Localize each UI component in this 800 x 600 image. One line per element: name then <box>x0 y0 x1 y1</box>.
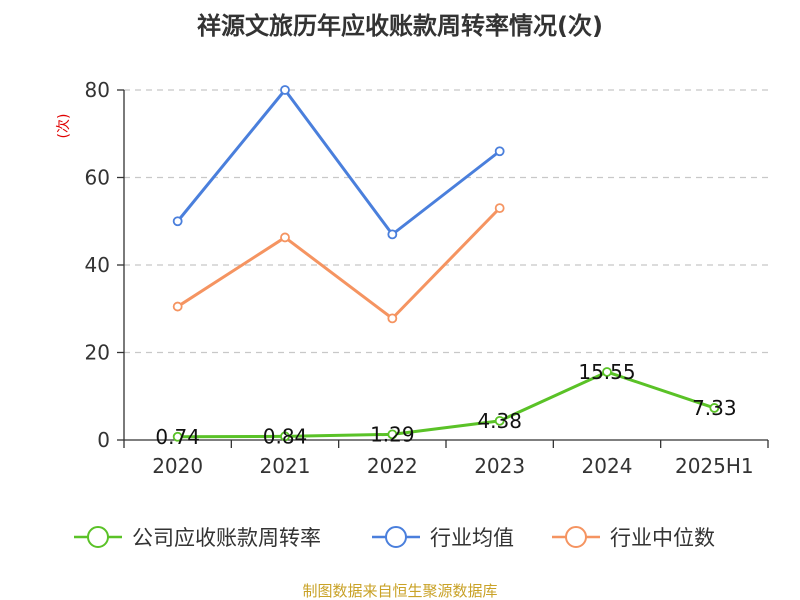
legend-marker <box>87 526 109 548</box>
data-label: 1.29 <box>370 422 415 446</box>
y-tick-label: 0 <box>97 428 110 452</box>
series-lines <box>172 85 720 442</box>
source-note: 制图数据来自恒生聚源数据库 <box>302 582 497 600</box>
legend-marker <box>385 526 407 548</box>
x-tick-label: 2021 <box>260 454 311 478</box>
data-point <box>172 431 183 442</box>
series-line <box>176 207 501 320</box>
data-point <box>602 367 612 377</box>
legend-label: 公司应收账款周转率 <box>132 526 321 550</box>
legend-label: 行业均值 <box>430 526 514 550</box>
data-point <box>280 85 290 95</box>
chart-title: 祥源文旅历年应收账款周转率情况(次) <box>197 12 603 40</box>
x-tick-label: 2020 <box>152 454 203 478</box>
data-point <box>494 203 505 214</box>
x-tick-label: 2024 <box>582 454 633 478</box>
x-tick-label: 2022 <box>367 454 418 478</box>
y-tick-label: 40 <box>85 253 110 277</box>
legend: 公司应收账款周转率 行业均值 行业中位数 <box>74 526 715 550</box>
data-point <box>387 229 398 240</box>
series-line <box>177 370 715 439</box>
y-axis-label: (次) <box>56 114 72 139</box>
gridlines <box>124 89 768 354</box>
data-point <box>172 301 183 312</box>
data-point <box>494 146 505 157</box>
data-point <box>709 403 720 413</box>
axes: 0 20 40 60 80 2020 2021 2022 2023 2024 2025H1 <box>85 78 769 478</box>
series-line <box>176 88 501 236</box>
legend-marker <box>565 526 587 548</box>
data-label: 0.74 <box>155 425 200 449</box>
data-label: 0.84 <box>263 424 308 448</box>
y-tick-label: 80 <box>85 78 110 102</box>
x-tick-label: 2023 <box>474 454 525 478</box>
data-label: 15.55 <box>578 360 635 384</box>
x-tick-label: 2025H1 <box>675 454 754 478</box>
data-point <box>172 216 183 227</box>
data-point <box>387 429 398 440</box>
data-point <box>387 313 398 324</box>
data-labels: 0.74 0.84 1.29 4.38 15.55 7.33 <box>155 360 736 449</box>
data-label: 7.33 <box>692 396 737 420</box>
data-label: 4.38 <box>477 409 522 433</box>
y-tick-label: 20 <box>85 341 110 365</box>
data-point <box>494 415 505 426</box>
data-point <box>280 232 290 243</box>
y-tick-label: 60 <box>85 166 110 190</box>
legend-label: 行业中位数 <box>610 526 715 550</box>
data-point <box>280 431 290 442</box>
